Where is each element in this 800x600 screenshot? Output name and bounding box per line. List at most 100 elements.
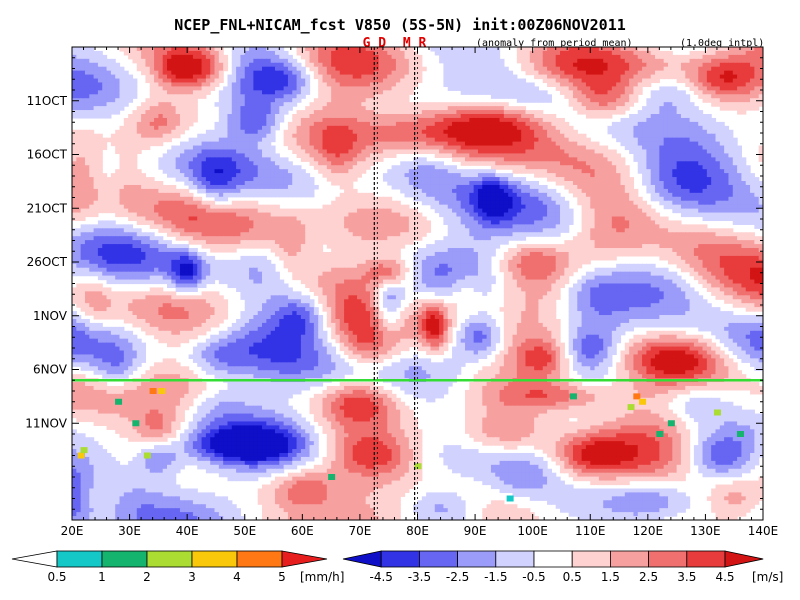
v850-cell — [249, 157, 254, 162]
v850-cell — [521, 169, 527, 174]
v850-cell — [490, 157, 496, 162]
v850-cell — [516, 90, 522, 95]
v850-cell — [106, 70, 112, 76]
v850-cell — [374, 149, 380, 155]
v850-cell — [577, 169, 583, 174]
v850-cell — [93, 192, 99, 198]
v850-cell — [715, 121, 721, 127]
v850-cell — [616, 86, 622, 91]
v850-cell — [685, 188, 691, 194]
v850-cell — [154, 58, 159, 64]
v850-cell — [676, 188, 682, 194]
v850-cell — [175, 74, 181, 80]
v850-cell — [706, 184, 712, 190]
v850-cell — [685, 102, 691, 107]
v850-cell — [236, 47, 242, 52]
v850-cell — [72, 90, 77, 95]
v850-cell — [585, 102, 591, 107]
v850-cell — [711, 58, 717, 64]
v850-cell — [322, 141, 328, 147]
v850-cell — [590, 188, 596, 194]
v850-cell — [499, 188, 505, 194]
v850-cell — [175, 82, 181, 88]
v850-cell — [300, 184, 306, 190]
v850-cell — [283, 94, 289, 99]
v850-cell — [154, 121, 159, 127]
v850-cell — [404, 121, 410, 127]
v850-cell — [564, 153, 570, 158]
v850-cell — [382, 62, 388, 68]
v850-cell — [162, 50, 168, 56]
v850-cell — [201, 58, 207, 64]
v850-cell — [529, 117, 535, 123]
v850-cell — [469, 153, 475, 158]
v850-cell — [439, 114, 445, 119]
v850-cell — [270, 137, 276, 143]
v850-cell — [296, 110, 302, 115]
v850-cell — [283, 184, 289, 190]
v850-cell — [715, 74, 721, 80]
v850-cell — [732, 161, 738, 166]
v850-cell — [322, 161, 328, 166]
v850-cell — [568, 129, 574, 135]
v850-cell — [542, 125, 548, 131]
v850-cell — [382, 153, 388, 158]
v850-cell — [581, 74, 587, 80]
v850-cell — [361, 78, 367, 84]
v850-cell — [421, 188, 427, 194]
v850-cell — [244, 106, 250, 111]
v850-cell — [693, 82, 699, 88]
v850-cell — [167, 153, 172, 158]
v850-cell — [162, 78, 168, 84]
v850-cell — [486, 157, 492, 162]
v850-cell — [167, 184, 172, 190]
v850-cell — [629, 70, 635, 76]
v850-cell — [382, 177, 388, 182]
v850-cell — [162, 184, 168, 190]
v850-cell — [577, 188, 583, 194]
v850-cell — [737, 165, 743, 170]
v850-cell — [465, 54, 470, 60]
v850-cell — [404, 177, 410, 182]
v850-cell — [305, 149, 311, 155]
v850-cell — [758, 74, 763, 80]
v850-cell — [184, 149, 190, 155]
v850-cell — [89, 184, 95, 190]
v850-cell — [421, 157, 427, 162]
v850-cell — [223, 141, 229, 147]
v850-cell — [184, 141, 190, 147]
v850-cell — [650, 121, 656, 127]
v850-cell — [659, 121, 665, 127]
v850-cell — [391, 133, 397, 139]
v850-cell — [352, 106, 358, 111]
v850-cell — [516, 149, 522, 155]
v850-cell — [283, 62, 289, 68]
v850-cell — [728, 149, 734, 155]
v850-cell — [313, 102, 319, 107]
v850-cell — [693, 110, 699, 115]
v850-cell — [141, 181, 147, 186]
v850-cell — [218, 110, 224, 115]
v850-cell — [490, 161, 496, 166]
v850-cell — [231, 98, 237, 103]
v850-cell — [633, 129, 639, 135]
v850-cell — [443, 133, 449, 139]
v850-cell — [477, 117, 483, 123]
v850-cell — [564, 141, 570, 147]
v850-cell — [434, 173, 440, 178]
v850-cell — [201, 188, 207, 194]
v850-cell — [698, 157, 704, 162]
v850-cell — [262, 54, 267, 60]
v850-cell — [503, 133, 509, 139]
v850-cell — [667, 157, 673, 162]
v850-cell — [318, 145, 324, 151]
v850-cell — [508, 141, 514, 147]
v850-cell — [149, 58, 155, 64]
v850-cell — [344, 54, 349, 60]
v850-cell — [106, 94, 112, 99]
v850-cell — [568, 74, 574, 80]
v850-cell — [240, 102, 246, 107]
v850-cell — [499, 90, 505, 95]
v850-cell — [637, 47, 643, 52]
v850-cell — [158, 98, 164, 103]
